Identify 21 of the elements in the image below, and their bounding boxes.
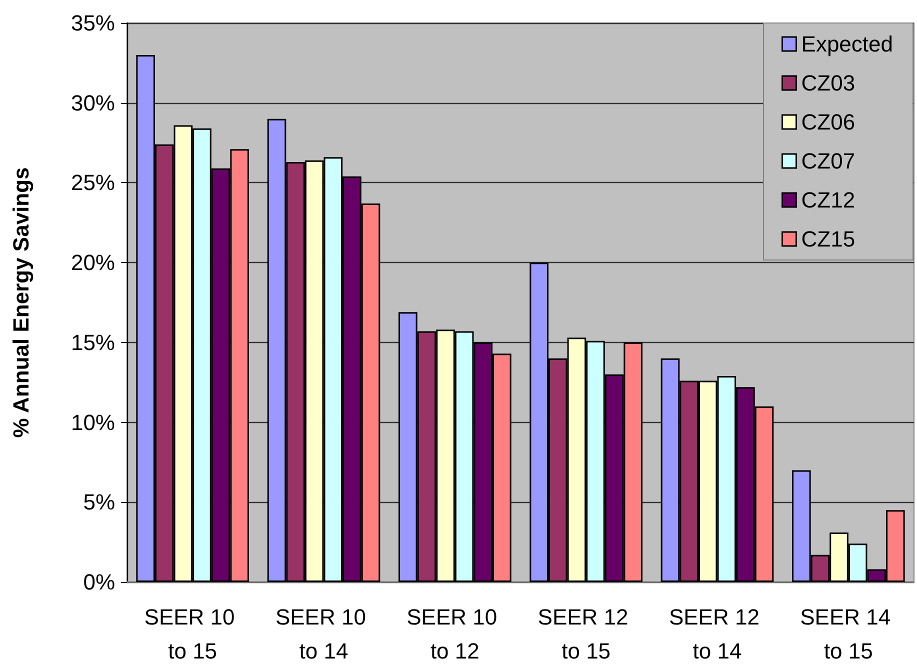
x-tick-label: SEER 10 to 12 — [406, 604, 504, 664]
legend-label: CZ12 — [801, 188, 856, 212]
y-tick-label: 30% — [70, 90, 115, 116]
y-tick-label: 25% — [70, 170, 115, 196]
legend-label: CZ03 — [801, 70, 856, 96]
y-tick-label: 15% — [70, 330, 115, 355]
y-axis-title: % Annual Energy Savings — [8, 167, 34, 438]
x-tick-label: SEER 12 to 15 — [538, 604, 634, 664]
y-tick-label: 35% — [70, 10, 115, 36]
legend-label: Expected — [801, 32, 894, 56]
y-tick-label: 5% — [83, 490, 115, 515]
x-tick-label: SEER 14 to 15 — [800, 604, 897, 664]
legend-label: CZ06 — [801, 110, 856, 134]
legend-label: CZ15 — [801, 226, 856, 252]
x-tick-label: SEER 10 to 15 — [144, 604, 241, 664]
x-tick-label: SEER 12 to 14 — [668, 604, 766, 664]
y-tick-label: 0% — [83, 570, 115, 594]
y-tick-label: 20% — [70, 250, 115, 276]
y-tick-label: 10% — [70, 410, 115, 435]
x-tick-label: SEER 10 to 14 — [275, 604, 372, 664]
legend-label: CZ07 — [801, 148, 856, 174]
